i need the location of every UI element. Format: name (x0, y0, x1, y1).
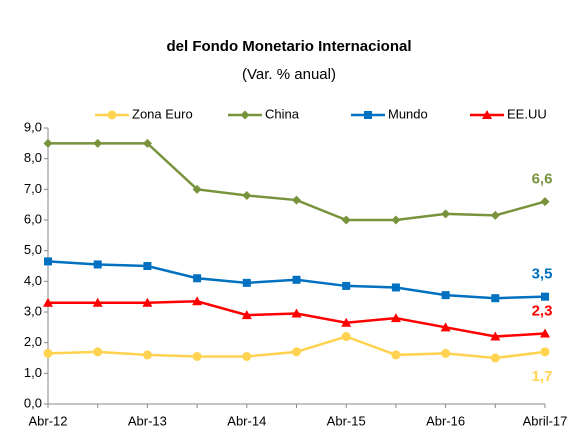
x-tick-label: Abril-17 (523, 413, 568, 428)
point (441, 209, 451, 219)
point (391, 350, 401, 360)
point (43, 297, 53, 307)
point (390, 313, 401, 323)
point (242, 190, 252, 200)
legend-label: China (265, 106, 300, 121)
y-tick-label: 1,0 (24, 365, 42, 380)
point (541, 292, 549, 301)
x-tick-label: Abr-15 (327, 413, 366, 428)
point (93, 260, 102, 269)
point (441, 348, 451, 358)
y-tick-label: 4,0 (24, 273, 42, 288)
x-tick-label: Abr-12 (28, 413, 67, 428)
point (540, 197, 550, 207)
point (142, 350, 152, 360)
point (241, 310, 252, 320)
point (441, 291, 450, 300)
point (292, 347, 301, 357)
legend-label: EE.UU (507, 106, 547, 121)
y-tick-label: 7,0 (24, 181, 42, 196)
point (540, 347, 550, 357)
legend-label: Mundo (388, 106, 428, 121)
legend-marker (107, 110, 117, 120)
y-tick-label: 2,0 (24, 334, 42, 349)
point (292, 275, 301, 284)
point (44, 257, 52, 266)
y-tick-label: 8,0 (24, 150, 42, 165)
point (490, 331, 501, 341)
y-tick-label: 6,0 (24, 211, 42, 226)
point (143, 262, 152, 270)
point (93, 347, 103, 357)
data-label: 2,3 (532, 302, 553, 319)
point (440, 322, 451, 332)
data-label: 6,6 (532, 171, 553, 188)
point (242, 278, 251, 287)
point (540, 328, 550, 338)
point (192, 296, 203, 306)
x-tick-label: Abr-13 (128, 413, 167, 428)
point (193, 274, 202, 283)
point (490, 353, 500, 363)
point (142, 297, 153, 307)
point (491, 294, 500, 303)
y-tick-label: 5,0 (24, 242, 42, 257)
legend-label: Zona Euro (132, 106, 193, 121)
point (391, 283, 400, 292)
point (291, 308, 302, 318)
x-tick-label: Abr-16 (426, 413, 465, 428)
point (43, 348, 53, 358)
point (93, 138, 103, 148)
legend-marker (482, 110, 492, 119)
y-tick-label: 0,0 (24, 395, 42, 410)
chart-title: del Fondo Monetario Internacional (166, 38, 411, 55)
series-line (48, 142, 546, 222)
legend-marker (364, 111, 372, 119)
legend-marker (240, 110, 250, 120)
point (341, 215, 351, 225)
point (242, 351, 252, 361)
point (342, 281, 351, 290)
point (292, 195, 301, 205)
y-tick-label: 9,0 (24, 119, 42, 134)
data-label: 1,7 (532, 368, 553, 385)
series-line (48, 300, 546, 338)
point (341, 317, 352, 327)
point (341, 332, 351, 342)
point (142, 138, 152, 148)
y-tick-label: 3,0 (24, 303, 42, 318)
point (192, 351, 202, 361)
point (192, 184, 202, 194)
point (391, 215, 401, 225)
x-tick-label: Abr-14 (227, 413, 266, 428)
chart-subtitle: (Var. % anual) (242, 66, 336, 83)
point (43, 138, 53, 148)
point (92, 297, 103, 307)
data-label: 3,5 (532, 266, 553, 283)
point (490, 210, 500, 220)
